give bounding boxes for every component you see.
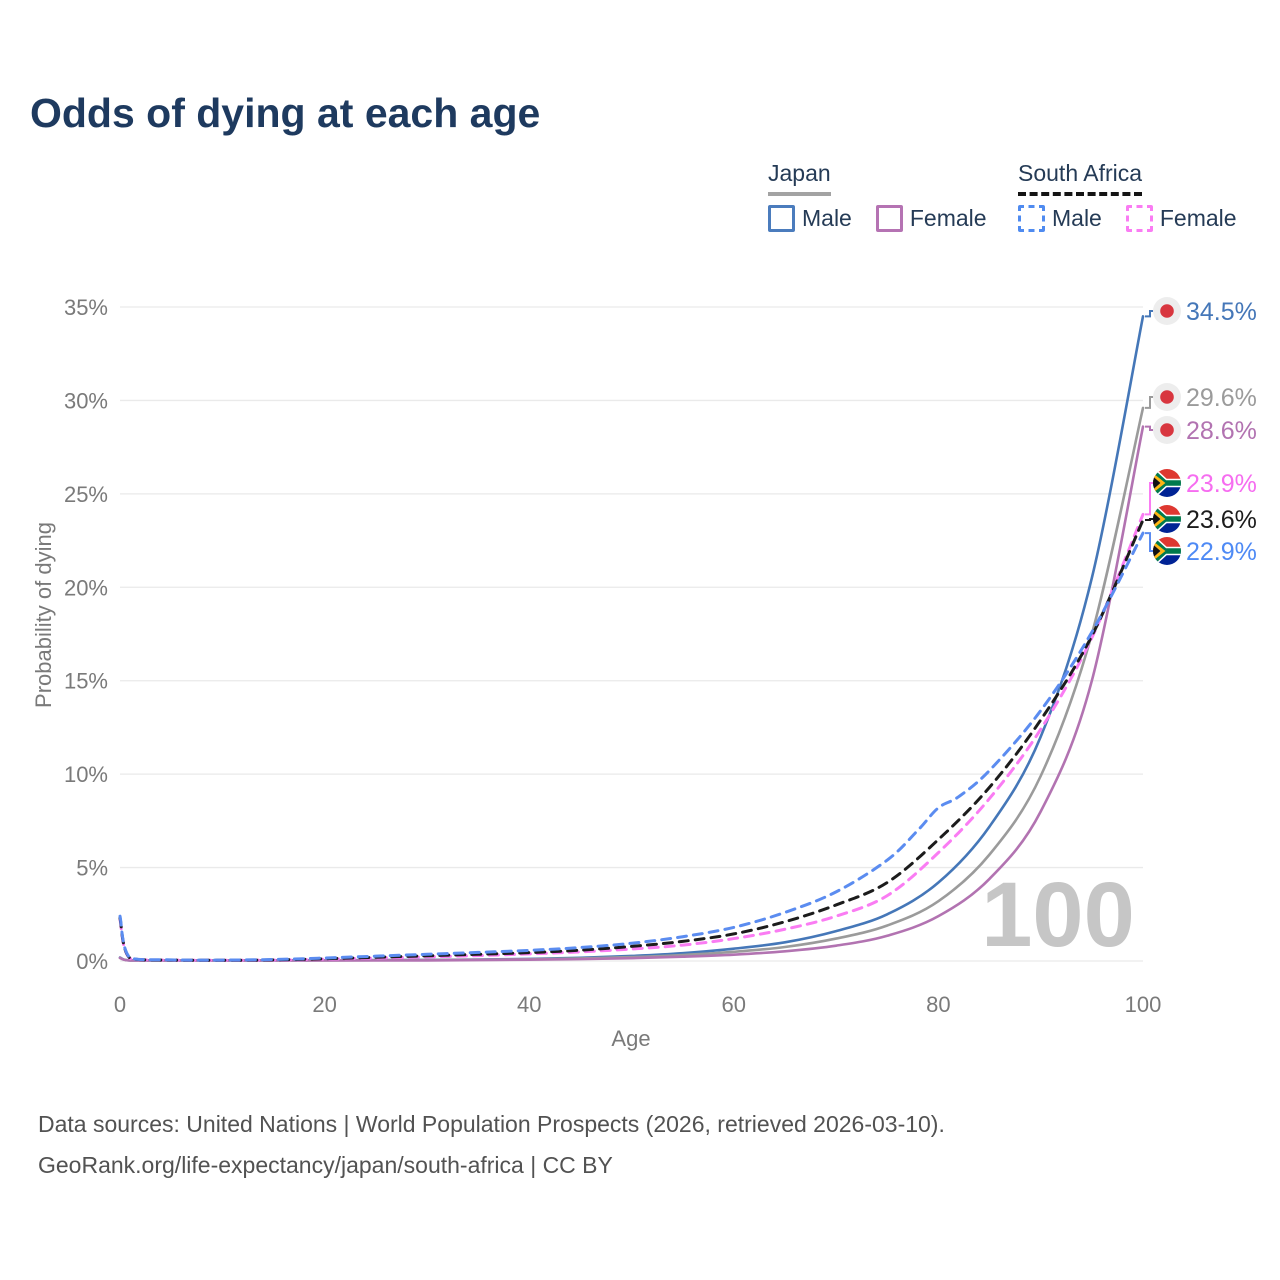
legend-item-label: Male [802,205,852,231]
end-label-value: 29.6% [1186,384,1257,412]
end-label-value: 23.9% [1186,470,1257,498]
end-label-28.6%: 28.6% [1145,416,1257,445]
legend-item-label: Male [1052,205,1102,231]
legend-items-japan: Male Female [768,205,987,232]
south-africa-flag-icon [1153,505,1181,533]
south-africa-flag-icon [1153,469,1181,497]
footer-data-sources: Data sources: United Nations | World Pop… [38,1111,945,1137]
end-label-value: 22.9% [1186,538,1257,566]
x-tick-label: 20 [312,992,336,1017]
y-tick-label: 15% [64,669,108,694]
legend-group-title-japan: Japan [768,160,831,196]
x-tick-label: 0 [114,992,126,1017]
legend-group-title-south-africa: South Africa [1018,160,1143,196]
end-label-layer: 34.5% 29.6% 28.6% 23.9% 23.6% 22.9% [1145,297,1257,566]
legend-item-label: Female [1159,205,1237,231]
age-100-watermark: 100 [981,864,1135,966]
japan-flag-sun [1160,390,1174,404]
y-tick-label: 0% [76,949,108,974]
x-tick-label: 40 [517,992,541,1017]
end-label-23.6%: 23.6% [1145,505,1257,534]
legend-item-south-africa-male[interactable]: Male [1018,205,1102,232]
x-axis-title: Age [611,1026,651,1051]
end-label-leader-line [1145,482,1153,516]
end-label-leader-line [1145,310,1153,318]
series-line-south-africa-female[interactable] [118,512,1145,962]
end-label-leader-line [1145,532,1153,552]
japan-flag-sun [1160,304,1174,318]
japan-flag-sun [1160,423,1174,437]
end-label-value: 28.6% [1186,417,1257,445]
japan-female-swatch-icon [875,205,903,232]
end-label-leader-line [1145,518,1153,522]
japan-male-swatch-icon [768,205,795,232]
legend-item-label: Female [909,205,987,231]
legend-item-japan-male[interactable]: Male [768,205,852,232]
y-tick-label: 10% [64,762,108,787]
end-label-value: 34.5% [1186,298,1257,326]
end-label-34.5%: 34.5% [1145,297,1257,326]
grid-layer: 0% 5% 10% 15% 20% 25% 30% 35% 0 20 40 60 80 100 [64,295,1161,1017]
y-tick-label: 25% [64,482,108,507]
y-axis-title: Probability of dying [31,522,56,708]
end-label-22.9%: 22.9% [1145,532,1257,566]
end-label-leader-line [1145,425,1153,431]
page-title: Odds of dying at each age [30,90,541,136]
legend-group-japan: Japan Male Female [768,160,987,232]
end-label-29.6%: 29.6% [1145,383,1257,412]
end-label-leader-line [1145,396,1153,409]
x-tick-label: 100 [1125,992,1162,1017]
south-africa-female-swatch-icon [1125,205,1153,232]
series-line-japan-female[interactable] [118,425,1145,962]
footer: Data sources: United Nations | World Pop… [38,1104,945,1186]
curve-layer [118,315,1145,962]
y-tick-label: 35% [64,295,108,320]
legend-item-south-africa-female[interactable]: Female [1125,205,1237,232]
y-tick-label: 20% [64,575,108,600]
legend-item-japan-female[interactable]: Female [875,205,987,232]
x-tick-label: 60 [722,992,746,1017]
y-tick-label: 5% [76,856,108,881]
series-line-south-africa-male[interactable] [118,531,1145,962]
y-tick-label: 30% [64,388,108,413]
legend-group-south-africa: South Africa Male Female [1018,160,1237,232]
south-africa-male-swatch-icon [1018,205,1045,232]
footer-attribution: GeoRank.org/life-expectancy/japan/south-… [38,1152,613,1178]
x-tick-label: 80 [926,992,950,1017]
legend: Japan Male Female South Africa Male [0,160,1280,240]
legend-items-south-africa: Male Female [1018,205,1237,232]
south-africa-flag-icon [1153,537,1181,565]
series-line-south-africa-both-sexes[interactable] [118,518,1145,962]
end-label-value: 23.6% [1186,506,1257,534]
